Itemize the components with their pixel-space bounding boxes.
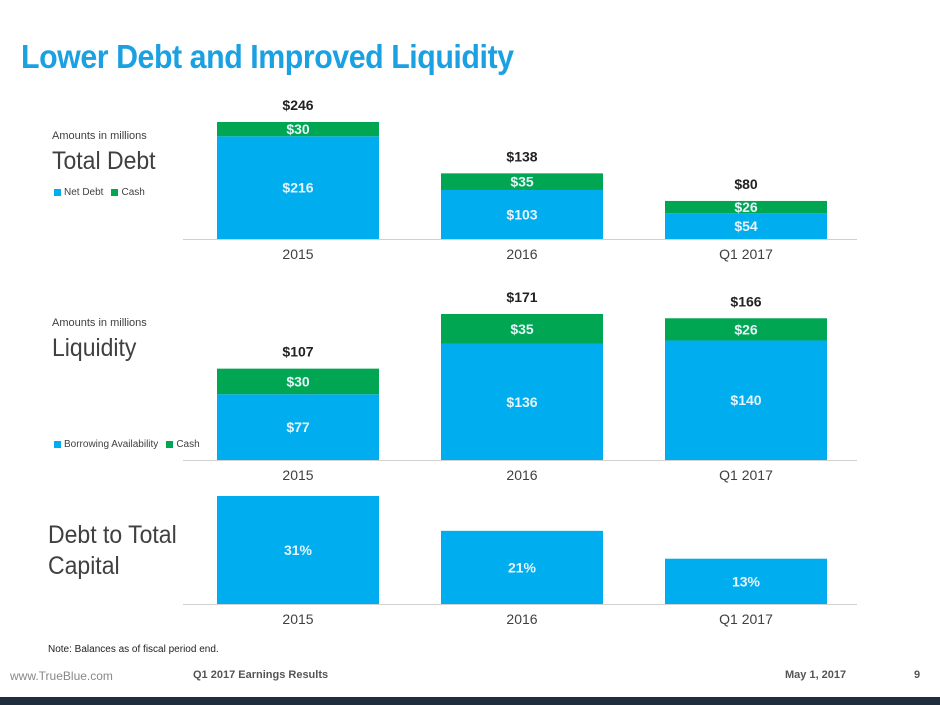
capital-bar-label-0-0: 31% bbox=[284, 542, 313, 558]
liquidity-bar-label-0-1: $136 bbox=[506, 394, 537, 410]
liquidity-total-label-1: $171 bbox=[506, 289, 537, 305]
capital-bar-label-0-1: 21% bbox=[508, 559, 537, 575]
debt-bar-label-0-1: $103 bbox=[506, 207, 537, 223]
liquidity-bar-label-1-1: $35 bbox=[510, 321, 534, 337]
liquidity-bar-primary-0 bbox=[217, 394, 379, 460]
liquidity-section-title: Liquidity bbox=[52, 334, 137, 362]
debt-bar-primary-2 bbox=[665, 213, 827, 239]
legend-label-net-debt: Net Debt bbox=[64, 187, 104, 198]
debt-legend: Net Debt Cash bbox=[54, 187, 153, 198]
liquidity-category-label-2: Q1 2017 bbox=[719, 467, 773, 483]
debt-category-label-2: Q1 2017 bbox=[719, 246, 773, 262]
debt-bar-cash-1 bbox=[441, 173, 603, 191]
debt-bar-label-1-0: $30 bbox=[286, 121, 310, 137]
debt-bar-cash-2 bbox=[665, 200, 827, 214]
legend-swatch-net-debt bbox=[54, 189, 61, 196]
capital-title-line2: Capital bbox=[48, 552, 120, 580]
capital-category-label-1: 2016 bbox=[506, 611, 537, 627]
liquidity-chart: $77 $30 $107 2015 $136 $35 $171 2016 $140 $26 $166… bbox=[183, 289, 857, 483]
liquidity-category-label-0: 2015 bbox=[282, 467, 313, 483]
debt-total-label-0: $246 bbox=[282, 97, 313, 113]
capital-bar-primary-0 bbox=[217, 496, 379, 604]
debt-bar-label-1-1: $35 bbox=[510, 174, 534, 190]
legend-swatch-borrowing-availability bbox=[54, 441, 61, 448]
capital-bar-label-0-2: 13% bbox=[732, 573, 761, 589]
debt-bar-label-1-2: $26 bbox=[734, 199, 758, 215]
capital-section-title: Debt to Total Capital bbox=[48, 520, 177, 582]
liquidity-legend: Borrowing Availability Cash bbox=[54, 439, 208, 450]
legend-item-cash: Cash bbox=[111, 187, 145, 198]
liquidity-bar-label-1-2: $26 bbox=[734, 321, 758, 337]
legend-label-cash-liquidity: Cash bbox=[176, 439, 200, 450]
debt-bar-label-0-2: $54 bbox=[734, 218, 758, 234]
debt-section-title: Total Debt bbox=[52, 147, 156, 175]
total-debt-chart: $216 $30 $246 2015 $103 $35 $138 2016 $54 $26 $80 Q… bbox=[183, 97, 857, 262]
liquidity-bar-cash-2 bbox=[665, 318, 827, 341]
capital-category-label-2: Q1 2017 bbox=[719, 611, 773, 627]
footer-page-number: 9 bbox=[914, 669, 921, 681]
legend-label-cash: Cash bbox=[121, 187, 145, 198]
legend-item-borrowing-availability: Borrowing Availability bbox=[54, 439, 158, 450]
debt-bar-cash-0 bbox=[217, 122, 379, 137]
capital-title-line1: Debt to Total bbox=[48, 521, 177, 549]
legend-swatch-cash-liquidity bbox=[166, 441, 174, 448]
footer-date: May 1, 2017 bbox=[785, 669, 847, 681]
footnote: Note: Balances as of fiscal period end. bbox=[48, 644, 219, 655]
liquidity-units-note: Amounts in millions bbox=[52, 317, 147, 329]
capital-category-label-0: 2015 bbox=[282, 611, 313, 627]
legend-label-borrowing-availability: Borrowing Availability bbox=[64, 439, 159, 450]
debt-total-label-1: $138 bbox=[506, 148, 537, 164]
debt-category-label-1: 2016 bbox=[506, 246, 537, 262]
liquidity-bar-label-0-2: $140 bbox=[730, 392, 761, 408]
debt-bar-label-0-0: $216 bbox=[282, 180, 313, 196]
legend-item-cash-liquidity: Cash bbox=[166, 439, 200, 450]
debt-bar-primary-1 bbox=[441, 190, 603, 239]
liquidity-total-label-0: $107 bbox=[282, 344, 313, 360]
legend-item-net-debt: Net Debt bbox=[54, 187, 103, 198]
liquidity-total-label-2: $166 bbox=[730, 293, 761, 309]
debt-total-label-2: $80 bbox=[734, 176, 758, 192]
liquidity-bar-cash-1 bbox=[441, 314, 603, 344]
debt-bar-primary-0 bbox=[217, 136, 379, 239]
footer-url-link[interactable]: www.TrueBlue.com bbox=[10, 669, 113, 683]
liquidity-bar-label-1-0: $30 bbox=[286, 373, 310, 389]
debt-category-label-0: 2015 bbox=[282, 246, 313, 262]
liquidity-bar-primary-2 bbox=[665, 340, 827, 460]
capital-bar-primary-2 bbox=[665, 558, 827, 604]
liquidity-category-label-1: 2016 bbox=[506, 467, 537, 483]
liquidity-bar-label-0-0: $77 bbox=[286, 419, 310, 435]
debt-units-note: Amounts in millions bbox=[52, 130, 147, 142]
liquidity-bar-primary-1 bbox=[441, 343, 603, 460]
debt-to-capital-chart: 31% 2015 21% 2016 13% Q1 2017 bbox=[183, 496, 857, 627]
footer-center-text: Q1 2017 Earnings Results bbox=[193, 669, 329, 681]
liquidity-bar-cash-0 bbox=[217, 368, 379, 395]
capital-bar-primary-1 bbox=[441, 530, 603, 604]
footer-bar bbox=[0, 697, 940, 705]
page-title: Lower Debt and Improved Liquidity bbox=[21, 38, 514, 75]
legend-swatch-cash bbox=[111, 189, 119, 196]
